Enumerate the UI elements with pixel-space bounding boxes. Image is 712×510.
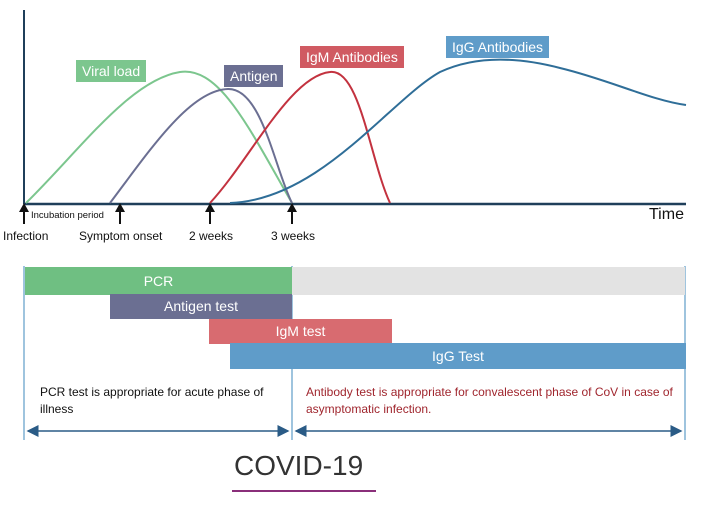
igm-antibodies-label: IgM Antibodies <box>300 46 404 68</box>
igm-curve <box>209 70 391 204</box>
time-axis-label: Time <box>649 206 684 223</box>
igg-test-bar: IgG Test <box>230 343 686 369</box>
grey-background-bar <box>292 267 685 295</box>
tick-arrow-infection <box>19 203 29 224</box>
infection-label: Infection <box>3 229 49 243</box>
symptom-onset-label: Symptom onset <box>79 229 163 243</box>
pcr-bar: PCR <box>25 267 292 295</box>
antigen-label: Antigen <box>224 65 284 87</box>
igg-curve <box>229 58 687 204</box>
title: COVID-19 <box>234 450 364 481</box>
antigen-curve <box>109 87 293 204</box>
antigen-test-bar: Antigen test <box>110 294 292 319</box>
acute-phase-note: PCR test is appropriate for acute phase … <box>40 385 264 416</box>
convalescent-phase-note: Antibody test is appropriate for convale… <box>306 385 673 416</box>
tick-arrow-2-weeks <box>205 203 215 224</box>
tick-arrow-3-weeks <box>287 203 297 224</box>
three-weeks-label: 3 weeks <box>271 229 316 243</box>
two-weeks-label: 2 weeks <box>189 229 234 243</box>
viral-load-label: Viral load <box>76 60 147 82</box>
igg-antibodies-label: IgG Antibodies <box>446 36 550 58</box>
viral-load-curve <box>25 70 293 204</box>
tick-arrow-symptom-onset <box>115 203 125 224</box>
igm-test-bar: IgM test <box>209 319 392 344</box>
incubation-period-label: Incubation period <box>31 210 104 221</box>
